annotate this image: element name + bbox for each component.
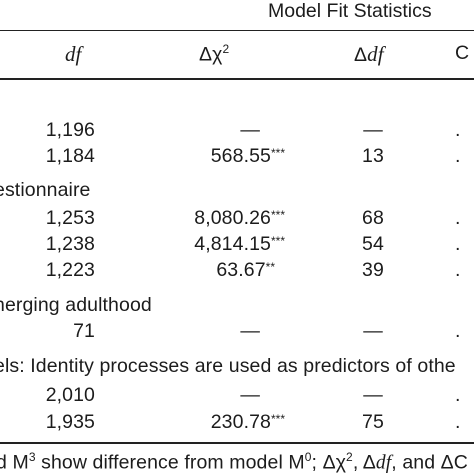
cell-dchi-stars: ***: [270, 146, 285, 160]
cell-cut: .: [455, 320, 461, 342]
cell-ddf: —: [363, 384, 383, 406]
footnote-part: , Δ: [352, 451, 376, 474]
cell-df: 1,935: [45, 411, 95, 433]
cell-dchi-stars: ***: [270, 208, 285, 222]
cell-ddf: 68: [362, 207, 384, 229]
section-label-questionnaire: estionnaire: [0, 179, 91, 201]
cell-dchi: 568.55***: [95, 145, 285, 168]
section-label-emerging-adulthood: nerging adulthood: [0, 294, 152, 316]
header-col-cut: C: [455, 42, 470, 64]
cell-dchi: 63.67**: [95, 259, 275, 282]
cell-dchi: 230.78***: [95, 411, 285, 434]
header-col-dchi: Δχ2: [199, 42, 229, 67]
footnote-sup: 3: [28, 450, 36, 464]
cell-dchi-stars: **: [265, 260, 275, 274]
header-col-ddf-italic: df: [367, 42, 384, 66]
cell-dchi: 4,814.15***: [95, 233, 285, 256]
cell-cut: .: [455, 207, 461, 229]
footnote-part: ; Δχ: [311, 451, 347, 474]
cell-ddf: 39: [362, 259, 384, 281]
footnote-sup: 0: [304, 450, 312, 464]
cell-dchi-value: 63.67: [216, 259, 266, 281]
footnote-sup: 2: [346, 450, 353, 464]
cell-dchi: 8,080.26***: [95, 207, 285, 230]
cell-cut: .: [455, 384, 461, 406]
cell-dchi-value: 568.55: [210, 145, 271, 167]
header-col-ddf: Δdf: [354, 42, 384, 66]
cell-dchi: —: [240, 320, 260, 342]
cell-ddf: 75: [362, 411, 384, 433]
footnote-italic: df: [375, 452, 392, 474]
cell-dchi: —: [240, 384, 260, 406]
cell-ddf: —: [363, 320, 383, 342]
cell-ddf: 54: [362, 233, 384, 255]
cell-ddf: 13: [362, 145, 384, 167]
cell-ddf: —: [363, 119, 383, 141]
cell-df: 1,196: [45, 119, 95, 141]
cell-cut: .: [455, 145, 461, 167]
cell-df: 1,253: [45, 207, 95, 229]
cell-df: 1,223: [45, 259, 95, 281]
header-col-df: df: [65, 42, 82, 66]
section-label-identity-processes: els: Identity processes are used as pred…: [0, 355, 456, 377]
header-group-title: Model Fit Statistics: [268, 0, 432, 22]
table-bottom-rule: [0, 442, 474, 444]
cell-dchi-stars: ***: [270, 234, 285, 248]
header-bottom-rule: [0, 78, 474, 80]
cell-df: 1,184: [45, 145, 95, 167]
cell-df: 1,238: [45, 233, 95, 255]
cell-dchi-value: 4,814.15: [194, 233, 271, 255]
footnote-part: , and ΔC: [391, 451, 468, 474]
footnote-part: d M: [0, 451, 29, 474]
cell-dchi-value: 230.78: [210, 411, 271, 433]
cell-df: 71: [73, 320, 95, 342]
cell-df: 2,010: [45, 384, 95, 406]
header-divider: [0, 30, 474, 31]
cell-dchi-stars: ***: [270, 412, 285, 426]
cell-cut: .: [455, 411, 461, 433]
footnote-part: show difference from model M: [35, 451, 305, 474]
cell-dchi-value: 8,080.26: [194, 207, 271, 229]
table-footnote: d M3 show difference from model M0; Δχ2,…: [0, 450, 468, 475]
header-col-dchi-sup: 2: [222, 42, 230, 56]
cell-cut: .: [455, 119, 461, 141]
cell-dchi: —: [240, 119, 260, 141]
header-col-dchi-text: Δχ: [199, 43, 223, 66]
cell-cut: .: [455, 233, 461, 255]
cell-cut: .: [455, 259, 461, 281]
